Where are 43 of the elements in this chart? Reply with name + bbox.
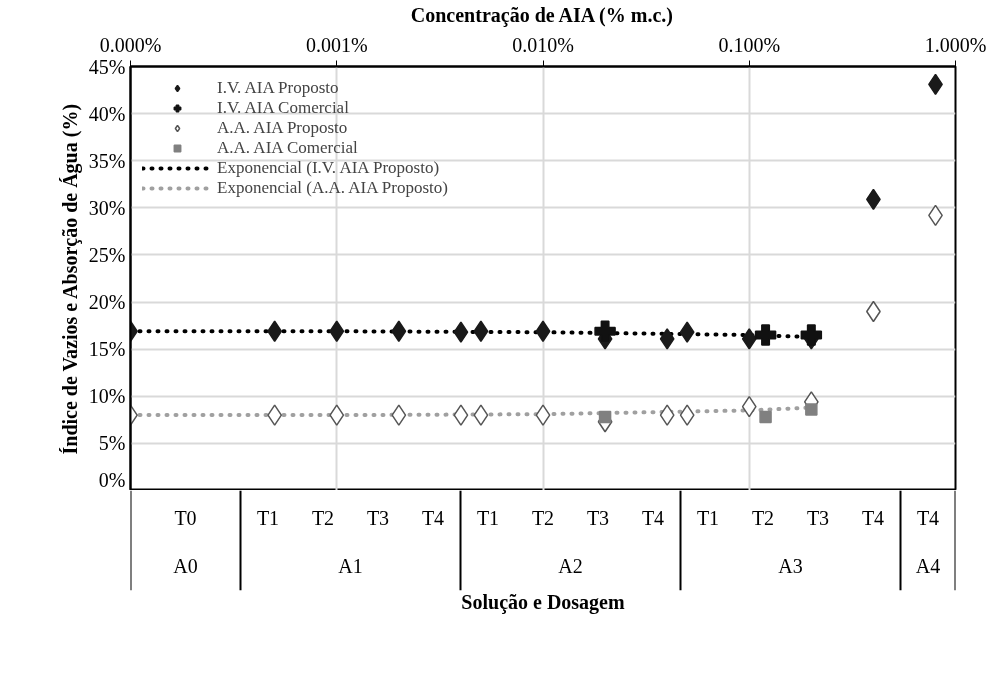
x2-tick-label: 0.010% (512, 33, 574, 56)
y-tick-label: 30% (88, 196, 126, 219)
category-label: T2 (751, 507, 775, 529)
category-label: T2 (311, 507, 335, 529)
legend-label: I.V. AIA Proposto (217, 78, 339, 98)
x-axis-title: Solução e Dosagem (461, 590, 625, 614)
x2-tick-label: 1.000% (924, 33, 987, 56)
category-label: T4 (861, 507, 885, 529)
legend-label: Exponencial (A.A. AIA Proposto) (217, 178, 448, 198)
category-label: T4 (421, 507, 445, 529)
y-tick-label: 35% (88, 149, 126, 172)
category-label: T1 (696, 507, 720, 529)
y-tick-label: 40% (88, 102, 126, 125)
category-label: T1 (476, 507, 500, 529)
category-label: T4 (641, 507, 665, 529)
x2-tick-label: 0.001% (305, 33, 368, 56)
x2-tick-label: 0.100% (718, 33, 781, 56)
category-label: T1 (256, 507, 280, 529)
y-axis-title: Índice de Vazios e Absorção de Água (%) (58, 103, 82, 455)
y-tick-label: 5% (98, 432, 126, 455)
category-label: A3 (778, 554, 803, 577)
legend-label: A.A. AIA Comercial (217, 138, 358, 158)
x2-tick-label: 0.000% (99, 33, 162, 56)
category-label: T3 (366, 507, 390, 529)
category-label: T3 (806, 507, 830, 529)
category-label: A4 (915, 554, 941, 577)
category-label: A2 (558, 554, 583, 577)
category-label: A1 (338, 554, 363, 577)
y-tick-label: 20% (88, 291, 126, 314)
y-tick-label: 45% (88, 55, 126, 78)
legend-label: Exponencial (I.V. AIA Proposto) (217, 158, 440, 178)
y-tick-label: 0% (98, 468, 126, 491)
y-tick-label: 10% (88, 385, 126, 408)
legend-label: I.V. AIA Comercial (217, 98, 349, 118)
y-tick-label: 15% (88, 338, 126, 361)
category-label: T4 (916, 507, 940, 529)
y-tick-label: 25% (88, 243, 126, 266)
category-label: T3 (586, 507, 610, 529)
category-label: T2 (531, 507, 555, 529)
category-label: A0 (173, 554, 198, 577)
legend-label: A.A. AIA Proposto (217, 118, 348, 138)
x2-axis-title: Concentração de AIA (% m.c.) (410, 3, 673, 27)
category-label: T0 (174, 507, 197, 529)
